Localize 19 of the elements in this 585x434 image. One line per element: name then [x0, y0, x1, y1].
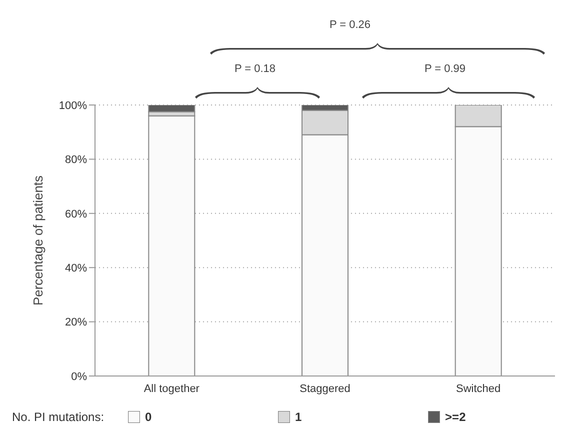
- y-tick-label: 60%: [64, 208, 88, 220]
- y-tick-label: 20%: [64, 316, 88, 329]
- text: P = 0.18: [234, 63, 276, 75]
- y-axis-title: Percentage of patients: [30, 174, 46, 306]
- x-tick-label: Staggered: [300, 382, 350, 395]
- legend-label: 1: [295, 410, 302, 424]
- x-tick-label: Switched: [456, 382, 501, 395]
- x-tick-label: All together: [144, 382, 200, 395]
- legend-title: No. PI mutations:: [12, 410, 104, 424]
- y-tick-label: 40%: [64, 262, 88, 275]
- y-tick-label: 80%: [64, 154, 88, 166]
- text: P = 0.99: [424, 63, 466, 75]
- bar: [148, 105, 196, 112]
- legend-label: >=2: [445, 410, 466, 424]
- y-tick-label: 0%: [71, 370, 88, 383]
- text: P = 0.26: [329, 19, 371, 31]
- bar: [148, 115, 196, 376]
- legend-label: 0: [145, 410, 152, 424]
- y-tick-label: 100%: [58, 100, 88, 112]
